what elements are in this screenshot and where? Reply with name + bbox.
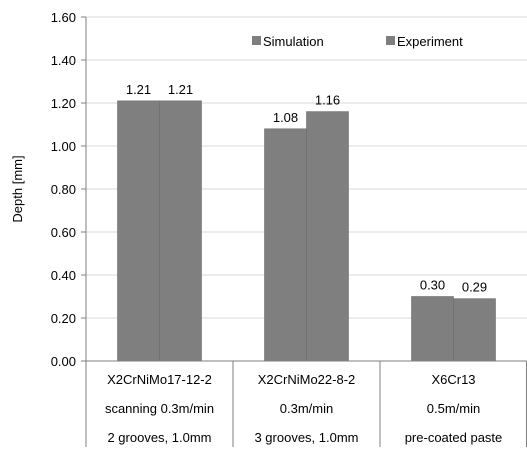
bar-experiment	[453, 298, 496, 362]
x-category-label: X2CrNiMo22-8-2	[258, 372, 356, 387]
data-label: 1.21	[168, 82, 193, 97]
data-label: 0.30	[420, 278, 445, 293]
y-tick-label: 0.40	[51, 268, 76, 283]
y-tick-label: 0.80	[51, 182, 76, 197]
x-category-label: 3 grooves, 1.0mm	[254, 430, 358, 445]
x-category-label: 2 grooves, 1.0mm	[107, 430, 211, 445]
data-label: 1.21	[126, 82, 151, 97]
y-tick-label: 0.20	[51, 311, 76, 326]
data-label: 0.29	[462, 280, 487, 295]
x-category-label: 0.3m/min	[280, 401, 333, 416]
x-category-labels: X2CrNiMo17-12-2 scanning 0.3m/min 2 groove…	[105, 372, 502, 445]
y-tick-labels: 0.00 0.20 0.40 0.60 0.80 1.00 1.20 1.40 1.60	[51, 10, 76, 369]
bar-experiment	[306, 111, 349, 362]
x-category-label: X6Cr13	[431, 372, 475, 387]
x-category-label: scanning 0.3m/min	[105, 401, 214, 416]
y-tick-label: 1.60	[51, 10, 76, 25]
y-tick-label: 1.40	[51, 53, 76, 68]
bar-simulation	[264, 128, 307, 362]
data-labels: 1.21 1.21 1.08 1.16 0.30 0.29	[126, 82, 487, 295]
x-category-label: X2CrNiMo17-12-2	[107, 372, 212, 387]
y-tick-label: 1.00	[51, 139, 76, 154]
data-label: 1.08	[273, 110, 298, 125]
y-axis-label: Depth [mm]	[10, 155, 25, 222]
data-label: 1.16	[315, 93, 340, 108]
bars	[117, 100, 496, 362]
y-tick-label: 0.60	[51, 225, 76, 240]
legend-swatch	[386, 36, 395, 45]
x-category-label: 0.5m/min	[427, 401, 480, 416]
legend-swatch	[252, 36, 261, 45]
y-tick-label: 1.20	[51, 96, 76, 111]
bar-simulation	[411, 296, 454, 362]
y-tick-label: 0.00	[51, 354, 76, 369]
legend-label: Simulation	[263, 34, 324, 49]
bar-experiment	[159, 100, 202, 362]
bar-simulation	[117, 100, 160, 362]
legend-label: Experiment	[397, 34, 463, 49]
x-category-label: pre-coated paste	[405, 430, 503, 445]
legend: Simulation Experiment	[252, 34, 463, 49]
